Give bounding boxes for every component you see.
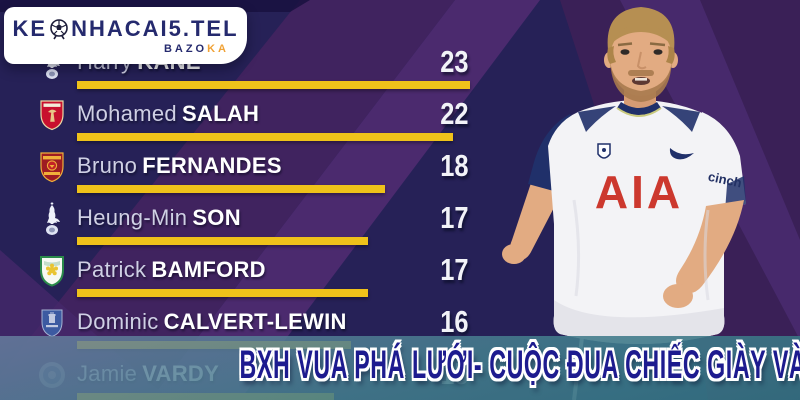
brand-subtitle-dark: BAZO <box>163 43 208 55</box>
player-name: Bruno FERNANDES <box>77 152 282 180</box>
liverpool-crest-icon <box>33 93 71 137</box>
goals-bar <box>77 237 368 245</box>
brand-subtitle-accent: KA <box>207 43 229 55</box>
brand-suffix: NHACAI5.TEL <box>71 16 239 41</box>
player-first-name: Patrick <box>77 257 147 282</box>
goals-bar <box>77 185 385 193</box>
player-last-name: FERNANDES <box>142 153 282 178</box>
brand-subtitle: BAZOKA <box>14 43 237 55</box>
goals-count: 23 <box>439 44 468 79</box>
goals-bar <box>77 133 453 141</box>
player-last-name: SON <box>192 205 241 230</box>
player-name: Patrick BAMFORD <box>77 256 266 284</box>
player-last-name: BAMFORD <box>151 257 266 282</box>
goals-count: 17 <box>439 200 468 235</box>
player-first-name: Dominic <box>77 309 159 334</box>
goals-count: 22 <box>439 96 468 131</box>
svg-text:AIA: AIA <box>595 166 683 218</box>
goals-count: 18 <box>439 148 468 183</box>
goals-bar <box>77 81 470 89</box>
goals-count: 17 <box>439 252 468 287</box>
scorer-row: Bruno FERNANDES 18 <box>0 142 800 194</box>
scorer-row: Patrick BAMFORD 17 <box>0 246 800 298</box>
brand-logo-card: KE NHACAI5.TEL BAZOKA <box>4 7 247 64</box>
player-first-name: Mohamed <box>77 101 177 126</box>
brand-wordmark: KE NHACAI5.TEL <box>12 16 239 42</box>
svg-text:cinch: cinch <box>707 169 743 191</box>
player-name: Heung-Min SON <box>77 204 241 232</box>
banner: BXH VUA PHÁ LƯỚI- CUỘC ĐUA CHIẾC GIÀY VÀ… <box>0 343 800 388</box>
player-last-name: SALAH <box>181 101 260 126</box>
player-last-name: CALVERT-LEWIN <box>163 309 347 334</box>
player-name: Dominic CALVERT-LEWIN <box>77 308 347 336</box>
goals-count: 16 <box>439 304 468 339</box>
tottenham-crest-icon <box>33 197 71 241</box>
player-first-name: Heung-Min <box>77 205 188 230</box>
leeds-united-crest-icon <box>33 249 71 293</box>
teal-overlay <box>0 336 800 400</box>
banner-title: BXH VUA PHÁ LƯỚI- CUỘC ĐUA CHIẾC GIÀY VÀ… <box>239 343 800 387</box>
soccer-ball-mascot-icon <box>49 18 69 40</box>
player-first-name: Bruno <box>77 153 138 178</box>
scorer-row: Mohamed SALAH 22 <box>0 90 800 142</box>
brand-prefix: KE <box>12 16 48 41</box>
player-name: Mohamed SALAH <box>77 100 259 128</box>
manchester-united-crest-icon <box>33 145 71 189</box>
scorer-row: Heung-Min SON 17 <box>0 194 800 246</box>
goals-bar <box>77 289 368 297</box>
